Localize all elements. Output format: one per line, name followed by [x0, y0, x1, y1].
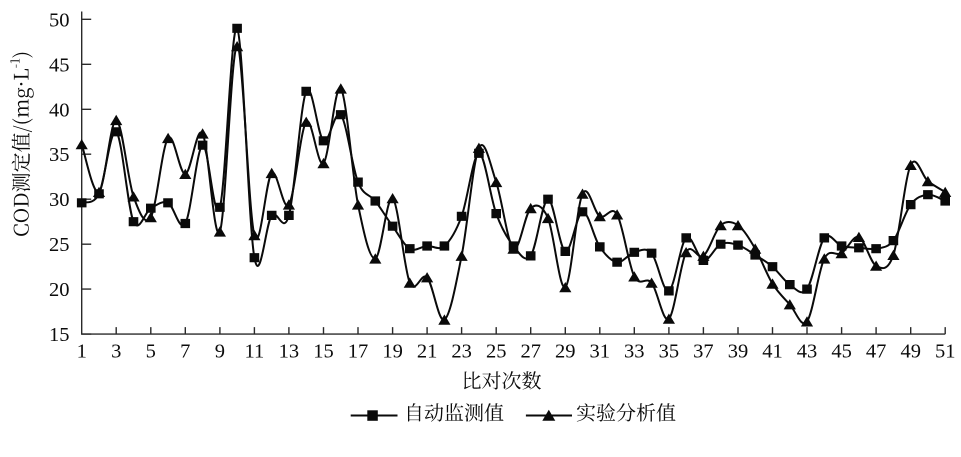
- svg-text:35: 35: [49, 144, 70, 166]
- svg-text:23: 23: [451, 341, 472, 363]
- svg-text:31: 31: [590, 341, 611, 363]
- svg-text:17: 17: [348, 341, 369, 363]
- svg-text:13: 13: [279, 341, 300, 363]
- svg-text:9: 9: [215, 341, 225, 363]
- svg-text:25: 25: [486, 341, 507, 363]
- svg-text:15: 15: [49, 324, 70, 346]
- svg-text:15: 15: [313, 341, 334, 363]
- svg-text:7: 7: [180, 341, 190, 363]
- svg-text:3: 3: [111, 341, 121, 363]
- svg-text:40: 40: [49, 99, 70, 121]
- svg-text:43: 43: [797, 341, 818, 363]
- svg-text:11: 11: [245, 341, 265, 363]
- svg-text:41: 41: [762, 341, 783, 363]
- svg-text:5: 5: [146, 341, 156, 363]
- svg-text:45: 45: [831, 341, 852, 363]
- svg-text:20: 20: [49, 279, 70, 301]
- svg-text:21: 21: [417, 341, 438, 363]
- svg-text:47: 47: [866, 341, 887, 363]
- svg-text:30: 30: [49, 189, 70, 211]
- svg-text:39: 39: [728, 341, 749, 363]
- svg-text:50: 50: [49, 9, 70, 31]
- svg-text:19: 19: [382, 341, 403, 363]
- svg-text:45: 45: [49, 54, 70, 76]
- svg-text:29: 29: [555, 341, 576, 363]
- svg-text:27: 27: [520, 341, 541, 363]
- svg-text:35: 35: [659, 341, 680, 363]
- svg-text:1: 1: [77, 341, 87, 363]
- svg-text:33: 33: [624, 341, 645, 363]
- svg-text:37: 37: [693, 341, 714, 363]
- svg-text:25: 25: [49, 234, 70, 256]
- svg-text:51: 51: [935, 341, 956, 363]
- svg-text:49: 49: [900, 341, 921, 363]
